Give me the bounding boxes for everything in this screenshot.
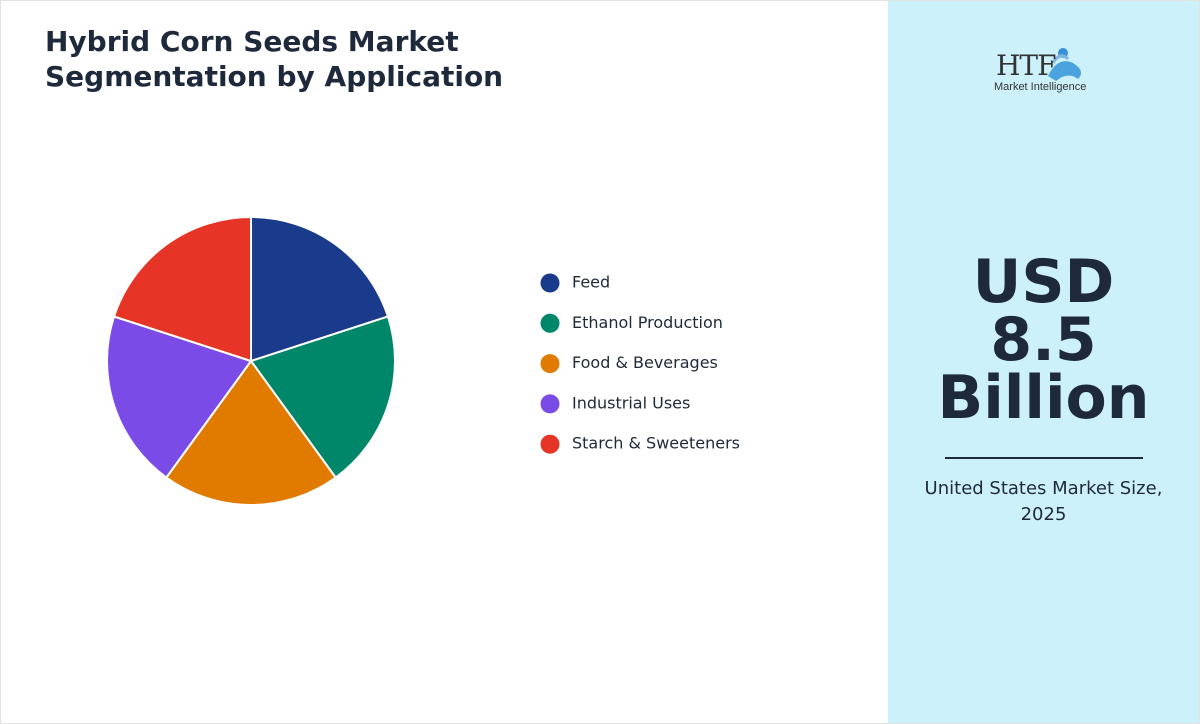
pie-slice <box>249 315 396 479</box>
chart: Hybrid Corn Seeds Market Segmentation by… <box>45 25 740 506</box>
pie-slice <box>106 315 253 479</box>
logo-icon <box>1048 48 1082 81</box>
legend-marker <box>540 434 560 454</box>
caption: United States Market Size, 2025 <box>924 478 1163 525</box>
chart-title: Segmentation by Application <box>45 60 503 93</box>
legend-label: Starch & Sweeteners <box>572 434 740 453</box>
legend-label: Food & Beverages <box>572 353 718 372</box>
logo-tagline: Market Intelligence <box>994 81 1087 93</box>
legend-label: Feed <box>572 273 610 292</box>
legend-marker <box>540 313 560 333</box>
market-value: USD <box>972 247 1115 317</box>
summary-panel: HTF Market Intelligence USD 8.5 Billion … <box>888 1 1199 723</box>
legend-label: Industrial Uses <box>572 393 690 412</box>
logo-mark: HTF <box>996 49 1057 82</box>
pie-slice <box>250 215 390 363</box>
pie-slice <box>164 359 338 506</box>
chart-title: Hybrid Corn Seeds Market <box>45 25 459 58</box>
market-value: Billion <box>937 363 1150 433</box>
market-value: 8.5 <box>990 305 1097 375</box>
pie-slice <box>112 215 252 363</box>
legend-label: Ethanol Production <box>572 313 723 332</box>
divider <box>945 457 1143 459</box>
legend-marker <box>540 273 560 293</box>
legend-marker <box>540 354 560 374</box>
legend-marker <box>540 394 560 414</box>
